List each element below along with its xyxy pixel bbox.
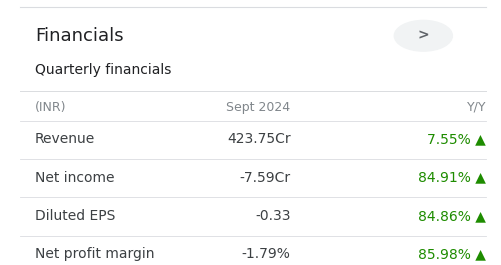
Text: -0.33: -0.33 (255, 209, 291, 223)
Text: -1.79%: -1.79% (241, 248, 291, 261)
Text: Net income: Net income (35, 171, 115, 184)
Text: Diluted EPS: Diluted EPS (35, 209, 115, 223)
Text: 84.91% ▲: 84.91% ▲ (418, 171, 486, 184)
Text: 85.98% ▲: 85.98% ▲ (418, 248, 486, 261)
Text: 84.86% ▲: 84.86% ▲ (418, 209, 486, 223)
Text: Financials: Financials (35, 27, 124, 45)
Text: (INR): (INR) (35, 101, 67, 114)
Text: Y/Y: Y/Y (466, 101, 486, 114)
Text: Net profit margin: Net profit margin (35, 248, 155, 261)
Circle shape (394, 20, 452, 51)
Text: 423.75Cr: 423.75Cr (227, 132, 291, 146)
Text: >: > (417, 29, 429, 43)
Text: Revenue: Revenue (35, 132, 95, 146)
Text: Quarterly financials: Quarterly financials (35, 63, 171, 77)
Text: -7.59Cr: -7.59Cr (239, 171, 291, 184)
Text: Sept 2024: Sept 2024 (226, 101, 291, 114)
Text: 7.55% ▲: 7.55% ▲ (427, 132, 486, 146)
